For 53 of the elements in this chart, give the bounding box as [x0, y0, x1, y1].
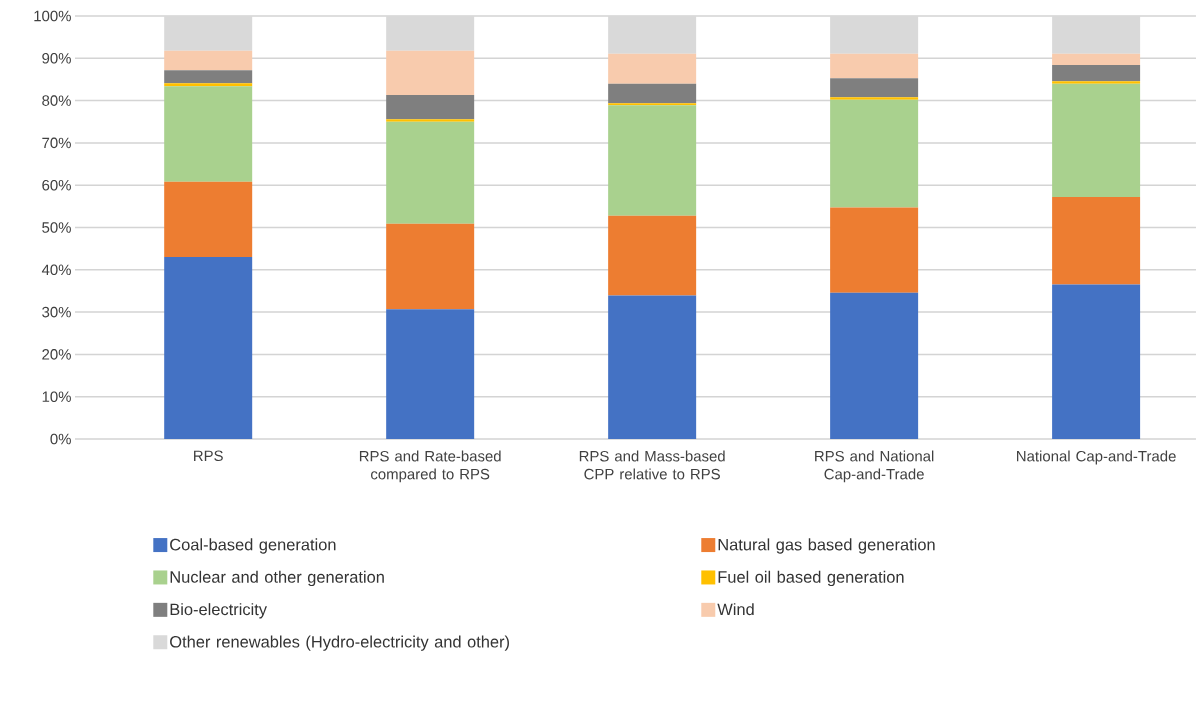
bar	[1052, 65, 1141, 82]
y-tick-label: 100%	[34, 10, 71, 22]
bar	[830, 78, 919, 98]
bar	[1052, 83, 1141, 198]
x-tick-label: National Cap-and-Trade	[1017, 450, 1176, 465]
y-tick-label: 0%	[50, 433, 71, 445]
legend-label: Nuclear and other generation	[170, 570, 384, 587]
bar	[1052, 53, 1141, 66]
y-tick-label: 50%	[42, 222, 71, 233]
bar	[608, 83, 697, 104]
legend-label: Natural gas based generation	[718, 538, 935, 554]
bar	[1052, 284, 1141, 439]
bar	[608, 215, 697, 296]
x-tick-label: RPS	[194, 450, 223, 462]
bar	[608, 295, 697, 439]
legend-label: Wind	[717, 603, 754, 616]
bar	[830, 53, 919, 79]
bar	[830, 207, 919, 293]
bar	[164, 70, 253, 84]
bar	[386, 119, 475, 122]
bar	[386, 95, 475, 120]
y-tick-label: 70%	[42, 137, 71, 149]
bar	[164, 83, 253, 87]
y-tick-label: 90%	[42, 53, 71, 64]
bar	[608, 53, 697, 84]
bar	[1052, 197, 1141, 285]
legend-label: Fuel oil based generation	[718, 570, 904, 587]
bar	[164, 50, 253, 71]
bar	[830, 97, 919, 100]
bar	[164, 181, 253, 258]
bar	[1052, 81, 1141, 84]
legend-label: Bio-electricity	[170, 603, 267, 619]
legend-label: Coal-based generation	[170, 538, 336, 554]
y-tick-label: 10%	[42, 391, 71, 402]
bar	[608, 103, 697, 106]
y-tick-label: 40%	[41, 264, 71, 276]
x-tick-label: RPS and National Cap-and-Trade	[815, 450, 934, 483]
y-tick-label: 30%	[42, 306, 71, 318]
y-tick-label: 20%	[42, 349, 71, 360]
x-tick-label: RPS and Rate-based compared to RPS	[359, 450, 501, 483]
bar	[164, 257, 253, 439]
x-tick-label: RPS and Mass-based CPP relative to RPS	[579, 450, 725, 480]
bar	[164, 86, 253, 182]
bar	[386, 121, 475, 224]
y-tick-label: 60%	[42, 179, 71, 191]
bar	[830, 292, 919, 439]
y-tick-label: 80%	[42, 95, 71, 106]
bar	[386, 309, 475, 439]
bar	[386, 223, 475, 310]
bar	[608, 105, 697, 216]
bar	[386, 50, 475, 96]
bar	[830, 99, 919, 208]
legend-label: Other renewables (Hydro-electricity and other)	[170, 635, 509, 651]
